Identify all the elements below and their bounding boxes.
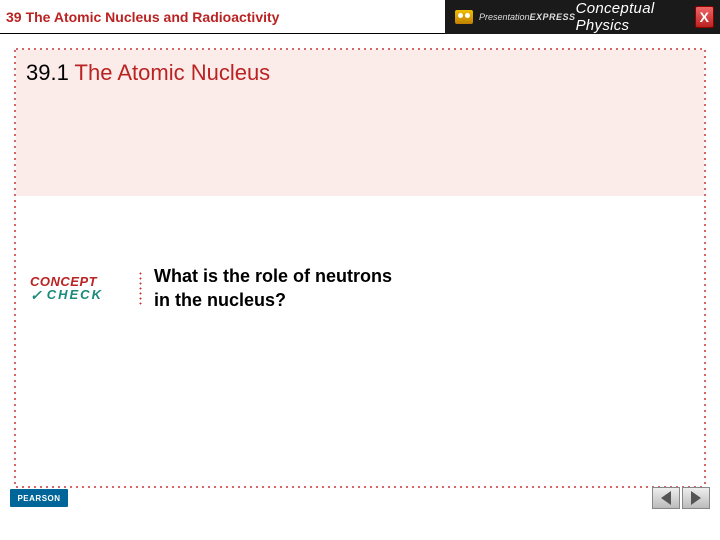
projector-icon: [455, 10, 473, 24]
section-title: The Atomic Nucleus: [75, 60, 271, 85]
prev-button[interactable]: [652, 487, 680, 509]
presentation-express-text: PresentationEXPRESS: [479, 13, 576, 22]
next-button[interactable]: [682, 487, 710, 509]
brand-prefix: Presentation: [479, 12, 530, 22]
section-number: 39.1: [26, 60, 69, 85]
chapter-heading: 39 The Atomic Nucleus and Radioactivity: [0, 0, 445, 34]
arrow-right-icon: [691, 491, 701, 505]
dot-border-right: [704, 48, 706, 488]
close-icon: X: [700, 9, 709, 25]
close-button[interactable]: X: [695, 6, 714, 28]
nav-buttons: [652, 487, 710, 509]
concept-check-badge: CONCEPT ✓ CHECK: [30, 271, 125, 305]
footer-bar: PEARSON: [0, 484, 720, 512]
dot-border-left: [14, 48, 16, 488]
presentation-express-logo: PresentationEXPRESS: [455, 10, 576, 24]
concept-check-text: CHECK: [47, 288, 103, 301]
arrow-left-icon: [661, 491, 671, 505]
vertical-dots-divider: [139, 271, 142, 305]
section-heading: 39.1 The Atomic Nucleus: [26, 60, 270, 86]
pearson-logo: PEARSON: [10, 489, 68, 507]
concept-question: What is the role of neutrons in the nucl…: [154, 264, 392, 313]
brand-suffix: EXPRESS: [530, 12, 576, 22]
slide-body: 39.1 The Atomic Nucleus CONCEPT ✓ CHECK …: [0, 34, 720, 512]
header-bar: 39 The Atomic Nucleus and Radioactivity …: [0, 0, 720, 34]
concept-label-line1: CONCEPT: [30, 275, 125, 288]
header-brand-area: PresentationEXPRESS Conceptual Physics X: [445, 0, 720, 34]
dot-border-top: [14, 48, 706, 50]
book-title: Conceptual Physics: [576, 0, 695, 34]
chapter-title: The Atomic Nucleus and Radioactivity: [26, 9, 280, 25]
check-icon: ✓: [30, 288, 44, 302]
concept-check-row: CONCEPT ✓ CHECK What is the role of neut…: [30, 264, 392, 313]
chapter-number: 39: [6, 9, 22, 25]
concept-label-line2: ✓ CHECK: [30, 288, 125, 302]
